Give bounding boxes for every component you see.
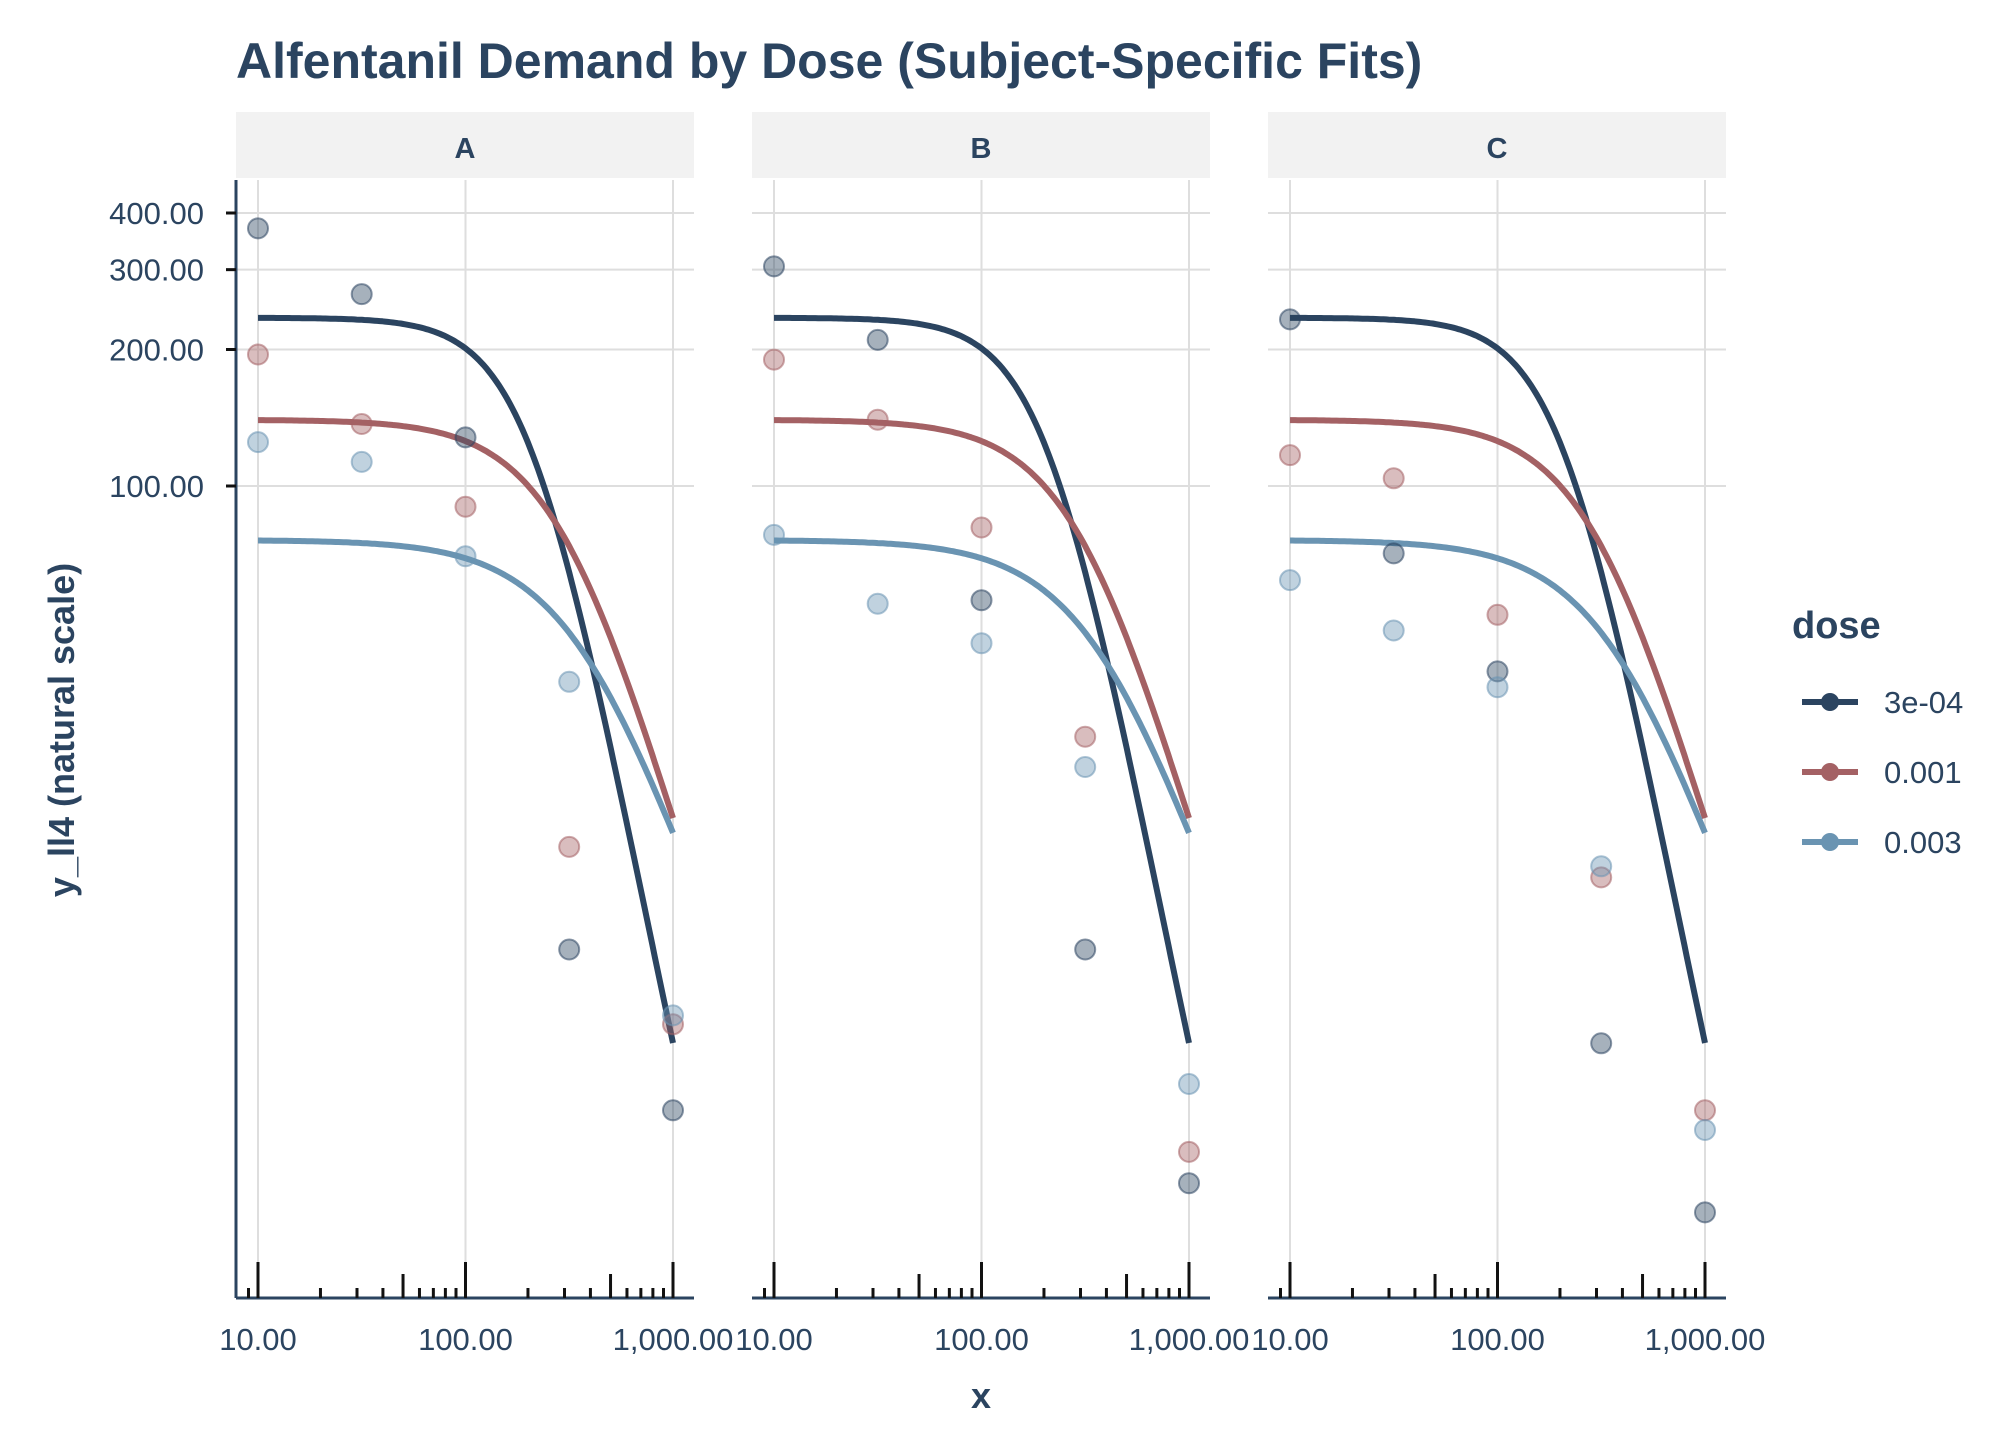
legend-key-point-0.003 <box>1821 833 1839 851</box>
data-point-0.003 <box>1178 1073 1200 1095</box>
data-point-0.003 <box>866 592 889 615</box>
data-point-3e-04 <box>1279 308 1301 331</box>
data-point-0.001 <box>662 1013 684 1036</box>
data-point-0.001 <box>763 348 785 371</box>
panel-B: B 10.00 100.00 1,000.00 <box>735 112 1249 1357</box>
data-point-0.001 <box>247 343 269 366</box>
data-point-0.001 <box>558 835 581 858</box>
panel-C: C 10.00 100.00 1,000.00 <box>1251 112 1765 1357</box>
data-point-0.001 <box>1382 467 1405 490</box>
strip-label-A: A <box>455 133 476 165</box>
data-point-0.001 <box>1694 1099 1716 1122</box>
y-axis-title: y_ll4 (natural scale) <box>41 563 82 897</box>
data-point-0.003 <box>247 431 269 454</box>
panel-A: A 10.00 100.00 1,000.00 <box>219 112 733 1357</box>
data-point-0.003 <box>1590 855 1613 878</box>
legend-title: dose <box>1792 605 1881 647</box>
fit-line-0.003 <box>257 537 676 835</box>
data-point-0.001 <box>1590 866 1613 889</box>
data-point-0.003 <box>763 523 785 546</box>
x-tick-label: 10.00 <box>219 1322 297 1357</box>
fit-line-3e-04 <box>1289 314 1708 1044</box>
data-point-0.003 <box>454 545 477 568</box>
data-point-0.003 <box>558 670 581 693</box>
data-point-3e-04 <box>454 426 477 449</box>
data-point-3e-04 <box>866 328 889 351</box>
strip-label-C: C <box>1487 133 1508 165</box>
data-point-3e-04 <box>247 217 269 240</box>
data-point-0.001 <box>1279 444 1301 467</box>
data-point-3e-04 <box>1486 660 1509 683</box>
data-point-0.001 <box>1178 1140 1200 1163</box>
x-tick-label: 100.00 <box>934 1322 1029 1357</box>
data-point-0.003 <box>1486 676 1509 699</box>
legend-label-3e-04: 3e-04 <box>1884 685 1963 720</box>
legend-key-point-3e-04 <box>1821 693 1839 711</box>
fit-line-0.001 <box>257 417 676 820</box>
y-tick-label: 200.00 <box>109 333 204 368</box>
data-point-0.001 <box>1486 603 1509 626</box>
legend-item-0.003: 0.003 <box>1802 825 1962 860</box>
x-tick-label: 100.00 <box>418 1322 513 1357</box>
data-point-3e-04 <box>1382 542 1405 565</box>
x-tick-label: 1,000.00 <box>1129 1322 1250 1357</box>
legend-label-0.001: 0.001 <box>1884 755 1962 790</box>
data-point-0.001 <box>970 516 993 539</box>
data-point-0.003 <box>1694 1119 1716 1141</box>
legend: dose 3e-04 0.001 0.003 <box>1792 605 1963 860</box>
strip-B <box>752 112 1210 178</box>
x-tick-label: 10.00 <box>1251 1322 1329 1357</box>
data-point-0.003 <box>350 450 373 473</box>
data-point-3e-04 <box>763 255 785 278</box>
legend-item-3e-04: 3e-04 <box>1802 685 1963 720</box>
strip-C <box>1268 112 1726 178</box>
y-axis: 100.00 200.00 300.00 400.00 <box>109 196 236 504</box>
data-point-0.001 <box>866 408 889 431</box>
y-tick-label: 300.00 <box>109 253 204 288</box>
x-tick-label: 1,000.00 <box>1645 1322 1766 1357</box>
legend-label-0.003: 0.003 <box>1884 825 1962 860</box>
chart-title: Alfentanil Demand by Dose (Subject-Speci… <box>236 33 1422 89</box>
fit-line-3e-04 <box>257 314 676 1044</box>
data-point-0.003 <box>1074 756 1097 778</box>
x-axis-title: x <box>971 1375 991 1416</box>
data-point-0.001 <box>350 413 373 435</box>
legend-key-point-0.001 <box>1821 763 1839 781</box>
x-tick-label: 10.00 <box>735 1322 813 1357</box>
data-point-3e-04 <box>350 283 373 306</box>
fit-line-0.003 <box>1289 537 1708 835</box>
data-point-0.003 <box>970 632 993 655</box>
data-point-3e-04 <box>1074 938 1097 961</box>
fit-line-3e-04 <box>773 314 1192 1044</box>
x-tick-label: 1,000.00 <box>613 1322 734 1357</box>
x-tick-label: 100.00 <box>1450 1322 1545 1357</box>
data-point-3e-04 <box>662 1099 684 1122</box>
fit-line-0.001 <box>1289 417 1708 820</box>
y-tick-label: 100.00 <box>109 469 204 504</box>
data-point-0.001 <box>454 495 477 518</box>
data-point-3e-04 <box>1694 1201 1716 1224</box>
data-point-0.003 <box>662 1004 684 1027</box>
data-point-3e-04 <box>558 938 581 961</box>
data-point-3e-04 <box>1178 1172 1200 1195</box>
legend-item-0.001: 0.001 <box>1802 755 1962 790</box>
fit-line-0.001 <box>773 417 1192 820</box>
y-tick-label: 400.00 <box>109 196 204 231</box>
strip-label-B: B <box>971 133 992 165</box>
fit-line-0.003 <box>773 537 1192 835</box>
data-point-0.003 <box>1279 569 1301 592</box>
data-point-3e-04 <box>1590 1032 1613 1055</box>
data-point-0.003 <box>1382 619 1405 642</box>
strip-A <box>236 112 694 178</box>
data-point-0.001 <box>1074 725 1097 748</box>
data-point-3e-04 <box>970 589 993 612</box>
